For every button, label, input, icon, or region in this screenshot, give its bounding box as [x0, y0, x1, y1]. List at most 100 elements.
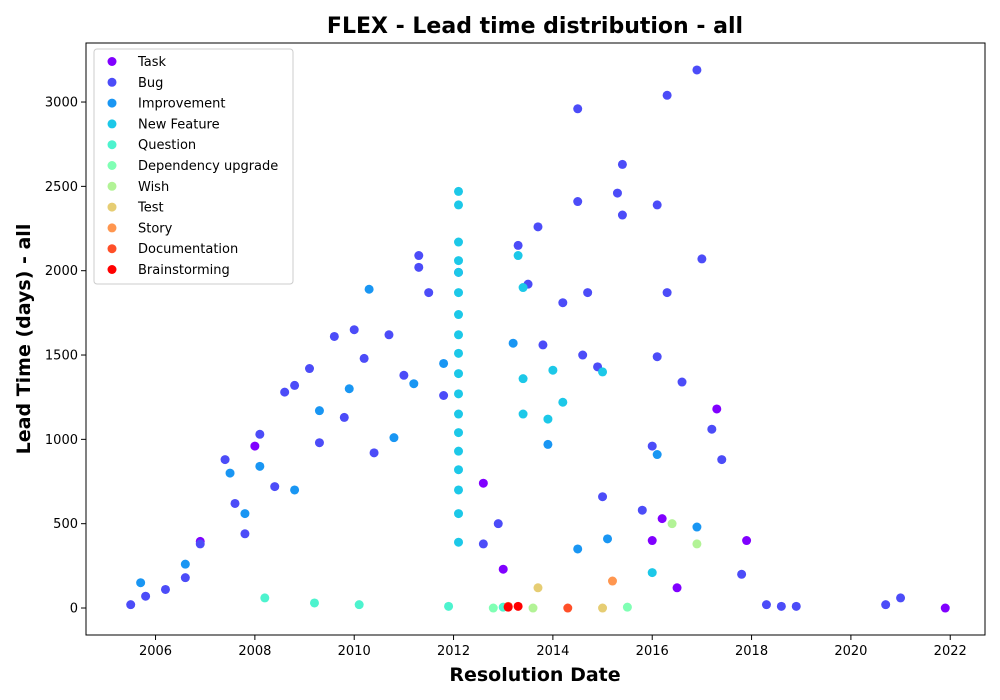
data-point: [712, 404, 722, 414]
data-point: [513, 240, 523, 250]
series-wish: [528, 519, 702, 613]
x-tick-label: 2006: [139, 644, 172, 659]
data-point: [647, 568, 657, 578]
data-point: [692, 522, 702, 532]
y-tick-label: 0: [70, 602, 78, 617]
series-bug: [126, 65, 906, 611]
data-point: [652, 200, 662, 210]
data-point: [369, 448, 379, 458]
data-point: [439, 358, 449, 368]
data-point: [493, 519, 503, 529]
series-question: [260, 593, 508, 612]
legend-marker: [107, 77, 117, 87]
data-point: [513, 251, 523, 261]
data-point: [280, 387, 290, 397]
data-point: [454, 369, 464, 379]
data-point: [478, 539, 488, 549]
chart-title: FLEX - Lead time distribution - all: [327, 14, 743, 39]
data-point: [742, 536, 752, 546]
data-point: [454, 428, 464, 438]
legend-entry: New Feature: [138, 117, 220, 132]
data-point: [791, 601, 801, 611]
data-point: [533, 222, 543, 232]
data-point: [240, 529, 250, 539]
data-point: [454, 256, 464, 266]
y-axis-ticks: 0 500 1000 1500 2000 2500 3000: [45, 96, 86, 617]
legend-marker: [107, 57, 117, 66]
data-point: [314, 438, 324, 448]
data-point: [548, 365, 558, 375]
legend-entry: Bug: [138, 76, 163, 91]
data-point: [573, 544, 583, 554]
data-point: [622, 602, 632, 612]
data-point: [717, 455, 727, 465]
legend-entry: Test: [137, 201, 164, 216]
data-point: [339, 412, 349, 422]
data-point: [454, 186, 464, 196]
data-point: [508, 338, 518, 348]
x-tick-label: 2018: [735, 644, 768, 659]
data-point: [498, 564, 508, 574]
x-tick-label: 2012: [437, 644, 470, 659]
data-point: [290, 485, 300, 495]
data-point: [454, 465, 464, 475]
data-point: [384, 330, 394, 340]
data-point: [737, 569, 747, 579]
y-tick-label: 1000: [45, 433, 78, 448]
data-point: [652, 352, 662, 362]
data-point: [617, 210, 627, 220]
data-point: [692, 65, 702, 75]
data-point: [607, 576, 617, 586]
legend-box: [93, 48, 294, 285]
data-point: [543, 439, 553, 449]
y-tick-label: 2000: [45, 264, 78, 279]
data-point: [225, 468, 235, 478]
data-point: [399, 370, 409, 380]
data-point: [220, 455, 230, 465]
y-axis-label: Lead Time (days) - all: [13, 224, 35, 455]
data-point: [518, 409, 528, 419]
x-tick-label: 2020: [834, 644, 867, 659]
data-point: [603, 534, 613, 544]
x-axis-label: Resolution Date: [449, 664, 620, 686]
data-point: [761, 600, 771, 610]
data-point: [454, 267, 464, 277]
series-dependency-upgrade: [488, 602, 632, 613]
data-point: [488, 603, 498, 613]
data-point: [478, 478, 488, 488]
data-point: [662, 288, 672, 298]
data-point: [881, 600, 891, 610]
legend-entry: Task: [137, 55, 167, 70]
series-improvement: [136, 284, 702, 588]
y-tick-label: 1500: [45, 349, 78, 364]
legend-marker: [107, 223, 117, 233]
legend: Task Bug Improvement New Feature Question Dep…: [93, 48, 294, 285]
y-tick-label: 3000: [45, 96, 78, 111]
legend-entry: Story: [138, 221, 173, 236]
data-point: [290, 380, 300, 390]
data-point: [255, 429, 265, 439]
legend-entry: Improvement: [138, 97, 225, 112]
x-tick-label: 2010: [338, 644, 371, 659]
data-point: [180, 559, 190, 569]
data-point: [354, 600, 364, 610]
data-point: [270, 482, 280, 492]
y-tick-label: 500: [53, 517, 78, 532]
legend-marker: [107, 244, 117, 254]
x-tick-label: 2008: [238, 644, 271, 659]
data-point: [141, 591, 151, 601]
data-point: [518, 283, 528, 293]
data-point: [195, 539, 205, 549]
data-point: [583, 288, 593, 298]
data-point: [543, 414, 553, 424]
data-point: [329, 331, 339, 341]
data-point: [454, 509, 464, 519]
data-point: [454, 288, 464, 298]
series-story: [607, 576, 617, 586]
data-point: [513, 601, 523, 611]
data-point: [454, 446, 464, 456]
data-point: [533, 583, 543, 593]
data-point: [573, 197, 583, 207]
data-point: [454, 310, 464, 320]
data-point: [454, 389, 464, 399]
